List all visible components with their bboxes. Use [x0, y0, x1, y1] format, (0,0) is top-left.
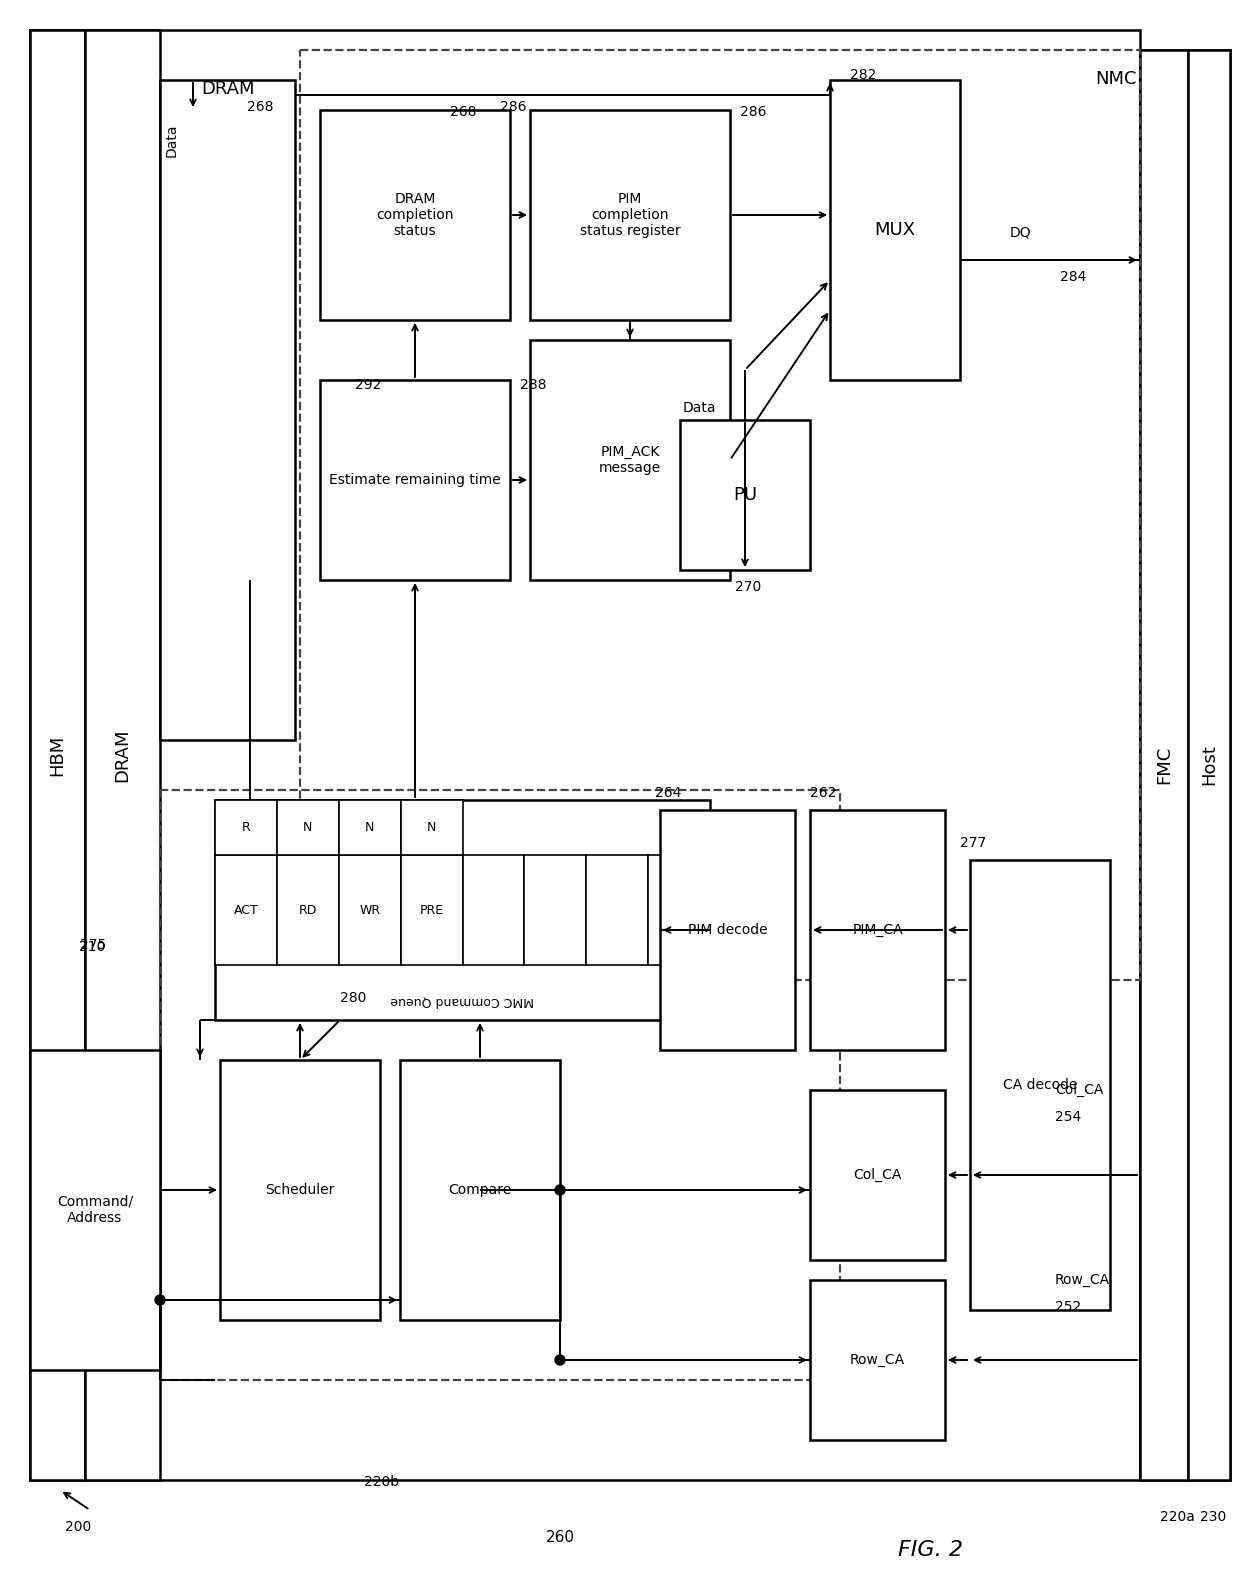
Text: 268: 268 [450, 104, 476, 118]
Text: PRE: PRE [419, 903, 444, 916]
Text: N: N [365, 821, 374, 834]
Text: 260: 260 [546, 1530, 574, 1544]
Text: WR: WR [360, 903, 381, 916]
Bar [401, 801, 463, 854]
Bar [320, 381, 510, 579]
Text: Compare: Compare [449, 1183, 512, 1197]
Bar [30, 30, 86, 1480]
Bar [660, 810, 795, 1050]
Bar [160, 81, 295, 741]
Text: 200: 200 [64, 1521, 92, 1535]
Text: 286: 286 [500, 99, 527, 114]
Text: 280: 280 [340, 992, 366, 1004]
Bar [1188, 51, 1230, 1480]
Text: PIM_ACK
message: PIM_ACK message [599, 445, 661, 475]
Text: PIM decode: PIM decode [688, 924, 768, 936]
Text: NMC: NMC [1095, 69, 1137, 88]
Text: Col_CA: Col_CA [1055, 1083, 1104, 1097]
Text: PU: PU [733, 486, 758, 504]
Bar [587, 854, 649, 965]
Bar [30, 1050, 160, 1371]
Text: MMC Command Queue: MMC Command Queue [391, 995, 534, 1007]
Bar [401, 854, 463, 965]
Bar [277, 801, 339, 854]
Bar [320, 111, 510, 321]
Text: R: R [242, 821, 250, 834]
Text: DRAM: DRAM [114, 728, 131, 782]
Text: 264: 264 [655, 786, 681, 801]
Bar [30, 30, 1140, 1480]
Text: Estimate remaining time: Estimate remaining time [329, 474, 501, 486]
Text: 282: 282 [849, 68, 877, 82]
Bar [525, 854, 587, 965]
Bar [970, 861, 1110, 1311]
Text: 275: 275 [81, 938, 107, 952]
Bar [300, 51, 1140, 981]
Text: 270: 270 [735, 579, 761, 594]
Text: ACT: ACT [233, 903, 258, 916]
Bar [1140, 51, 1188, 1480]
Bar [277, 854, 339, 965]
Bar [810, 1281, 945, 1440]
Text: 230: 230 [1200, 1510, 1226, 1524]
Text: N: N [427, 821, 436, 834]
Text: PIM_CA: PIM_CA [852, 924, 903, 936]
Text: Command/
Address: Command/ Address [57, 1195, 133, 1225]
Text: 254: 254 [1055, 1110, 1081, 1124]
Text: 220a: 220a [1159, 1510, 1195, 1524]
Bar [810, 1090, 945, 1260]
Bar [219, 1060, 379, 1320]
Text: 288: 288 [520, 377, 547, 392]
Bar [680, 420, 810, 570]
Text: Row_CA: Row_CA [1055, 1273, 1110, 1287]
Bar [463, 854, 525, 965]
Text: Data: Data [683, 401, 717, 415]
Bar [1140, 51, 1230, 1480]
Bar [810, 810, 945, 1050]
Text: DRAM
completion
status: DRAM completion status [376, 191, 454, 238]
Text: N: N [303, 821, 312, 834]
Text: DRAM: DRAM [201, 81, 254, 98]
Bar [401, 1060, 560, 1320]
Bar [339, 801, 401, 854]
Text: Row_CA: Row_CA [849, 1353, 905, 1367]
Text: Col_CA: Col_CA [853, 1168, 901, 1183]
Bar [215, 801, 711, 1020]
Bar [215, 801, 277, 854]
Text: 268: 268 [247, 99, 274, 114]
Bar [215, 854, 277, 965]
Text: 284: 284 [1060, 270, 1086, 284]
Text: Data: Data [165, 123, 179, 156]
Text: 286: 286 [740, 104, 766, 118]
Bar [529, 111, 730, 321]
Circle shape [155, 1295, 165, 1304]
Text: RD: RD [299, 903, 317, 916]
Text: 277: 277 [960, 835, 986, 850]
Text: FIG. 2: FIG. 2 [898, 1540, 962, 1560]
Text: 292: 292 [355, 377, 382, 392]
Bar [339, 854, 401, 965]
Text: DQ: DQ [1009, 226, 1030, 240]
Text: CA decode: CA decode [1003, 1078, 1078, 1093]
Bar [830, 81, 960, 381]
Bar [160, 790, 839, 1380]
Text: Host: Host [1200, 745, 1218, 785]
Text: HBM: HBM [48, 734, 67, 775]
Text: 262: 262 [810, 786, 836, 801]
Bar [86, 30, 160, 1480]
Bar [529, 339, 730, 579]
Text: 220b: 220b [365, 1475, 399, 1489]
Bar [649, 854, 711, 965]
Text: FMC: FMC [1154, 745, 1173, 785]
Text: 210: 210 [78, 940, 105, 954]
Text: PIM
completion
status register: PIM completion status register [579, 191, 681, 238]
Circle shape [556, 1184, 565, 1195]
Text: Scheduler: Scheduler [265, 1183, 335, 1197]
Circle shape [556, 1355, 565, 1364]
Text: MUX: MUX [874, 221, 915, 238]
Text: 252: 252 [1055, 1300, 1081, 1314]
